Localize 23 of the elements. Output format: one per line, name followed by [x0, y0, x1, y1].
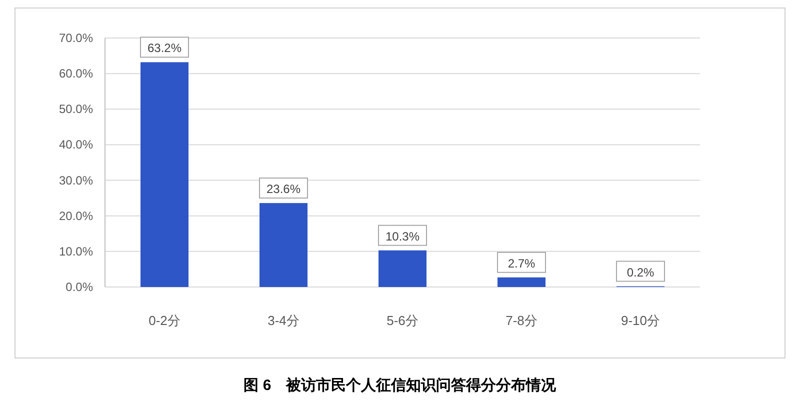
bar	[378, 250, 426, 287]
y-tick-label: 70.0%	[58, 31, 94, 45]
text: 图 6 被访市民个人征信知识问答得分分布情况	[244, 376, 558, 394]
y-tick-label: 20.0%	[58, 208, 94, 223]
data-label: 2.7%	[508, 256, 536, 270]
data-label: 0.2%	[626, 265, 654, 280]
y-tick-label: 50.0%	[58, 102, 94, 116]
y-tick-label: 0.0%	[66, 280, 94, 294]
x-tick-label: 5-6分	[386, 313, 418, 328]
y-tick-label: 10.0%	[58, 244, 94, 258]
data-label: 10.3%	[385, 229, 420, 244]
x-tick-label: 7-8分	[506, 313, 538, 328]
bar	[140, 62, 188, 287]
y-tick-label: 40.0%	[58, 138, 94, 152]
data-label: 63.2%	[147, 41, 182, 56]
y-tick-label: 30.0%	[58, 173, 94, 188]
bar	[498, 277, 546, 287]
x-tick-label: 0-2分	[148, 313, 180, 328]
x-tick-label: 9-10分	[620, 313, 660, 328]
x-tick-label: 3-4分	[268, 313, 300, 328]
bar	[260, 203, 308, 287]
y-tick-label: 60.0%	[58, 66, 94, 81]
data-label: 23.6%	[266, 182, 301, 196]
